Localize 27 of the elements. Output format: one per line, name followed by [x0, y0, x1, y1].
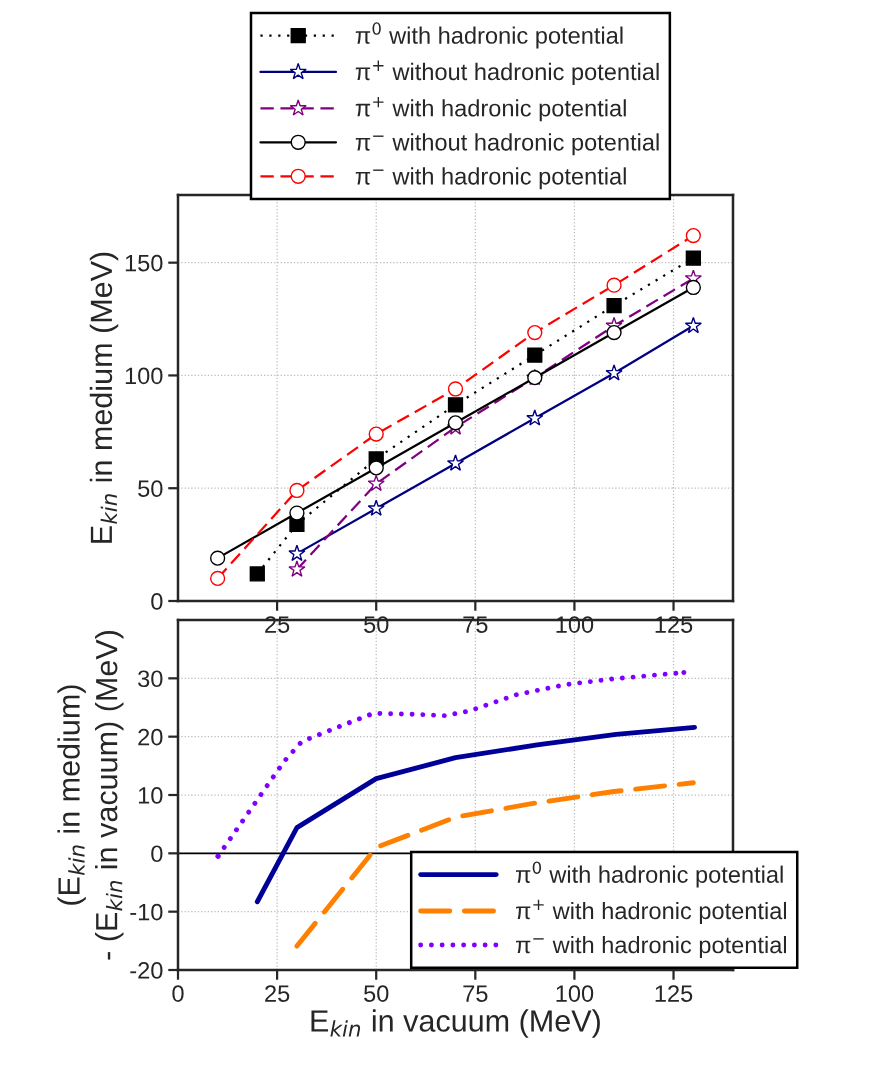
y-tick-label: 30 [138, 670, 163, 688]
y-tick-label: -20 [130, 962, 163, 979]
legend-label: π$^{+}$ with hadronic potential [355, 96, 626, 122]
x-axis-title: E$_{kin}$ in vacuum (MeV) [311, 1009, 600, 1038]
y-tick-label: 0 [151, 593, 163, 610]
x-tick-label: 125 [655, 985, 693, 1002]
legend-label: π$^{+}$ with hadronic potential [516, 899, 787, 924]
legend-label: π$^{−}$ with hadronic potential [355, 167, 626, 190]
y-tick-label: 0 [151, 845, 163, 863]
y-axis-title: E$_{kin}$ in medium (MeV) [89, 252, 119, 543]
legend-label: π$^{+}$ without hadronic potential [355, 60, 659, 85]
x-tick-label: 0 [172, 985, 184, 1002]
y-tick-label: 50 [138, 480, 163, 498]
y-tick-label: 20 [138, 728, 163, 746]
x-tick-label: 75 [463, 985, 488, 1002]
y-tick-label: -10 [130, 903, 163, 921]
legend-label: π$^{0}$ with hadronic potential [355, 22, 623, 49]
y-tick-label: 100 [125, 367, 163, 385]
x-tick-label: 100 [556, 985, 594, 1002]
legend-label: π$^{−}$ without hadronic potential [355, 133, 659, 156]
legend-label: π$^{−}$ with hadronic potential [516, 936, 787, 959]
y-tick-label: 150 [125, 254, 163, 272]
x-tick-label: 50 [364, 985, 389, 1002]
y-tick-label: 10 [138, 787, 163, 804]
legend-label: π$^{0}$ with hadronic potential [516, 861, 783, 888]
x-tick-label: 25 [265, 985, 290, 1002]
text: (E$_{kin}$ in medium) - (E$_{kin}$ in vacuum) (MeV) [57, 630, 124, 960]
